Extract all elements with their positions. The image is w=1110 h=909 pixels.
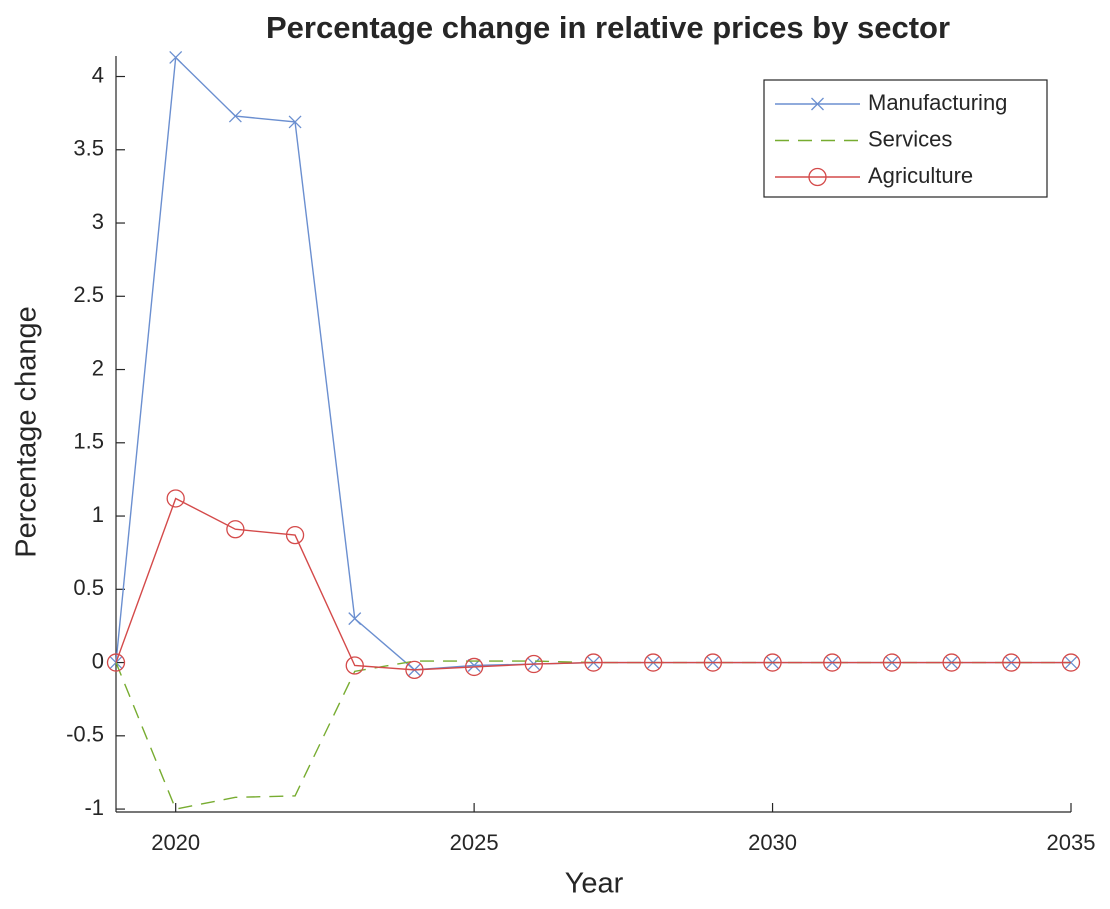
y-tick-label: 2 <box>92 355 104 380</box>
marker-circle <box>106 653 126 672</box>
chart-title: Percentage change in relative prices by … <box>266 10 950 45</box>
marker-circle <box>345 656 364 675</box>
marker-x <box>348 612 362 626</box>
legend-marker <box>811 97 824 111</box>
marker-circle <box>1002 653 1021 672</box>
legend-marker <box>808 167 827 187</box>
y-tick-label: 4 <box>92 62 104 87</box>
legend-label: Manufacturing <box>868 90 1007 115</box>
marker-x <box>228 109 242 123</box>
legend-label: Services <box>868 126 952 151</box>
marker-circle <box>166 489 185 508</box>
marker-circle <box>1061 653 1081 672</box>
marker-circle <box>763 653 782 672</box>
y-tick-label: 0.5 <box>73 575 104 600</box>
y-tick-label: 0 <box>92 648 104 673</box>
marker-circle <box>405 660 424 680</box>
x-tick-label: 2035 <box>1047 830 1096 855</box>
y-tick-label: -1 <box>84 795 104 820</box>
marker-circle <box>823 653 842 672</box>
y-tick-label: -0.5 <box>66 722 104 747</box>
marker-x <box>169 51 183 64</box>
marker-circle <box>703 653 723 672</box>
x-tick-label: 2025 <box>450 830 499 855</box>
legend-label: Agriculture <box>868 163 973 188</box>
marker-circle <box>464 657 484 677</box>
legend: Manufacturing Services Agriculture <box>763 79 1048 198</box>
marker-circle <box>226 520 245 539</box>
y-tick-label: 1.5 <box>73 429 104 454</box>
marker-x <box>288 115 302 129</box>
y-tick-label: 1 <box>92 502 104 527</box>
x-tick-label: 2020 <box>151 830 200 855</box>
marker-circle <box>285 525 305 545</box>
x-tick-label: 2030 <box>748 830 797 855</box>
y-tick-label: 3.5 <box>73 136 104 161</box>
series-line <box>115 497 1071 671</box>
marker-circle <box>644 653 663 672</box>
marker-circle <box>882 653 902 672</box>
marker-circle <box>524 654 543 674</box>
y-tick-label: 2.5 <box>73 282 104 307</box>
y-axis-label: Percentage change <box>11 306 43 558</box>
marker-circle <box>584 653 603 672</box>
y-tick-label: 3 <box>92 209 104 234</box>
marker-circle <box>942 653 961 672</box>
x-axis-label: Year <box>565 868 624 900</box>
